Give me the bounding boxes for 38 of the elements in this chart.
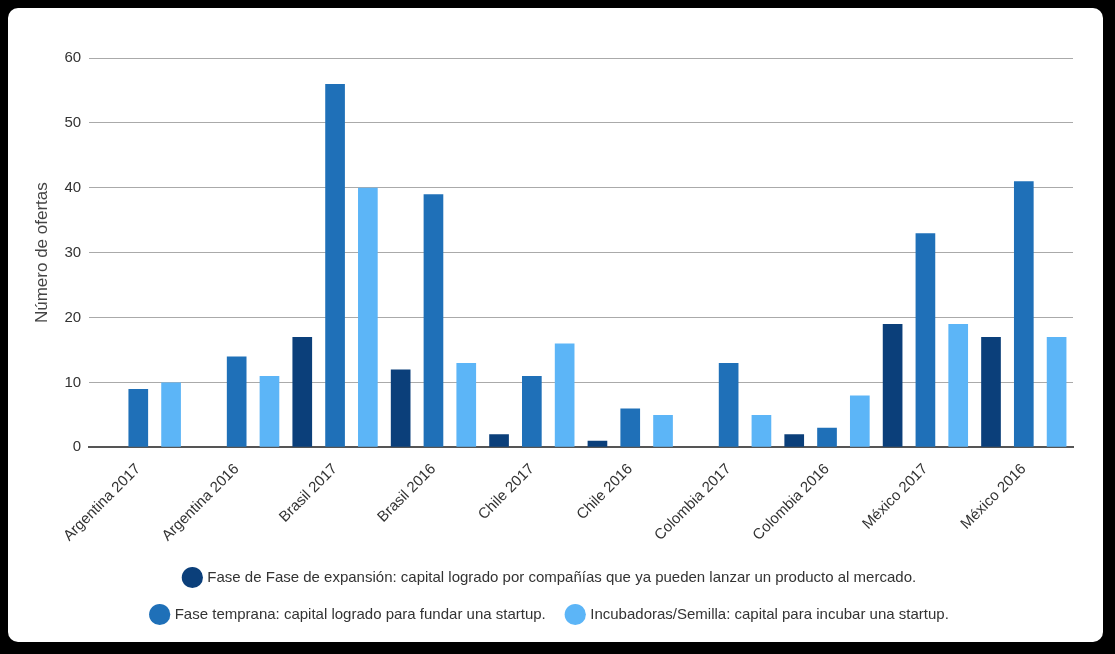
y-tick-label: 60 xyxy=(64,48,82,66)
bar xyxy=(456,362,477,447)
bar xyxy=(784,434,805,447)
y-tick-label: 40 xyxy=(64,177,82,195)
bar xyxy=(1046,337,1067,447)
bar xyxy=(751,414,772,447)
y-tick-label: 50 xyxy=(64,113,82,131)
bar xyxy=(948,324,969,447)
bar xyxy=(981,337,1001,447)
legend-label: Fase temprana: capital logrado para fundar una startup. xyxy=(174,604,546,622)
bar xyxy=(358,187,378,447)
bar xyxy=(718,362,739,447)
bar xyxy=(587,440,608,447)
bar xyxy=(817,427,837,447)
bar xyxy=(292,337,313,447)
bar xyxy=(423,194,444,447)
bar xyxy=(128,388,149,447)
legend-label: Incubadoras/Semilla: capital para incubar una startup. xyxy=(590,604,949,622)
bar xyxy=(849,395,870,447)
y-tick-label: 20 xyxy=(64,307,82,325)
bar xyxy=(259,375,280,447)
bar xyxy=(226,356,247,447)
y-tick-label: 10 xyxy=(64,372,82,390)
bar xyxy=(1013,181,1034,447)
bar xyxy=(915,233,936,447)
bar xyxy=(554,343,575,447)
bar xyxy=(325,83,345,447)
bar xyxy=(882,324,903,447)
bar xyxy=(489,434,509,447)
y-tick-label: 30 xyxy=(64,242,82,260)
y-tick-label: 0 xyxy=(72,437,82,455)
bar xyxy=(653,414,673,447)
bar xyxy=(161,382,181,447)
y-axis-title: Número de ofertas xyxy=(31,182,51,324)
legend-label: Fase de Fase de expansión: capital logrado por compañías que ya pueden lanzar un producto al mercado. xyxy=(207,567,917,585)
bar xyxy=(620,408,641,447)
bar xyxy=(390,369,411,447)
bar xyxy=(522,375,542,447)
